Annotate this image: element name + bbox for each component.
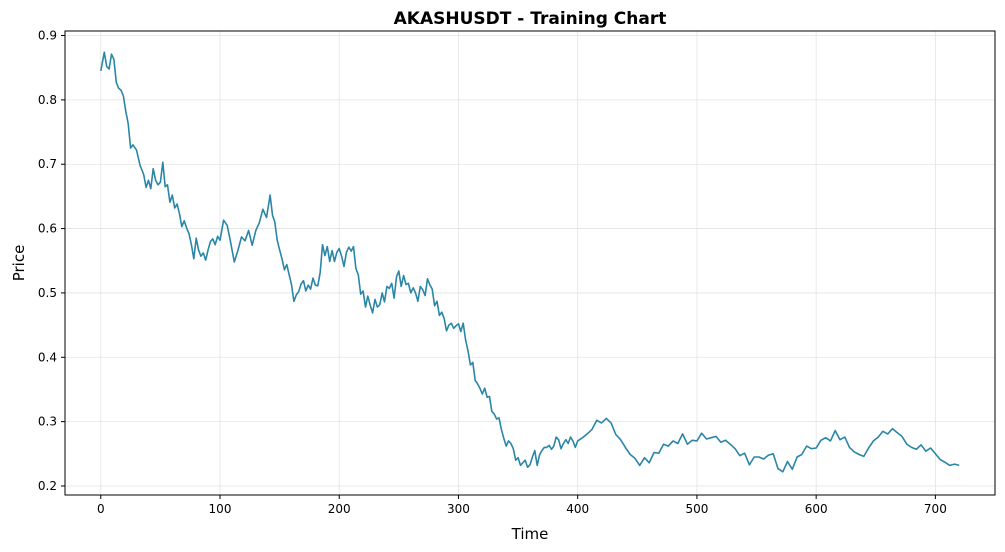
plot-area-frame — [64, 30, 996, 496]
x-tick-label: 500 — [685, 502, 708, 516]
x-tick-label: 600 — [805, 502, 828, 516]
x-tick-label: 200 — [328, 502, 351, 516]
x-axis: 0 100 200 300 400 500 600 700 — [97, 495, 947, 516]
y-tick-label: 0.5 — [38, 286, 57, 300]
y-axis-label: Price — [10, 245, 28, 282]
y-tick-label: 0.6 — [38, 222, 57, 236]
x-tick-label: 300 — [447, 502, 470, 516]
x-tick-label: 0 — [97, 502, 105, 516]
grid — [65, 31, 995, 495]
price-series — [100, 51, 960, 473]
y-tick-label: 0.8 — [38, 93, 57, 107]
y-tick-label: 0.9 — [38, 29, 57, 43]
chart-title: AKASHUSDT - Training Chart — [394, 9, 667, 29]
x-tick-label: 100 — [209, 502, 232, 516]
x-axis-label: Time — [511, 525, 549, 543]
y-axis: 0.2 0.3 0.4 0.5 0.6 0.7 0.8 0.9 — [38, 29, 65, 493]
y-tick-label: 0.2 — [38, 479, 57, 493]
price-line — [100, 51, 960, 473]
y-tick-label: 0.3 — [38, 415, 57, 429]
x-tick-label: 400 — [566, 502, 589, 516]
x-tick-label: 700 — [924, 502, 947, 516]
y-tick-label: 0.7 — [38, 157, 57, 171]
y-tick-label: 0.4 — [38, 350, 57, 364]
